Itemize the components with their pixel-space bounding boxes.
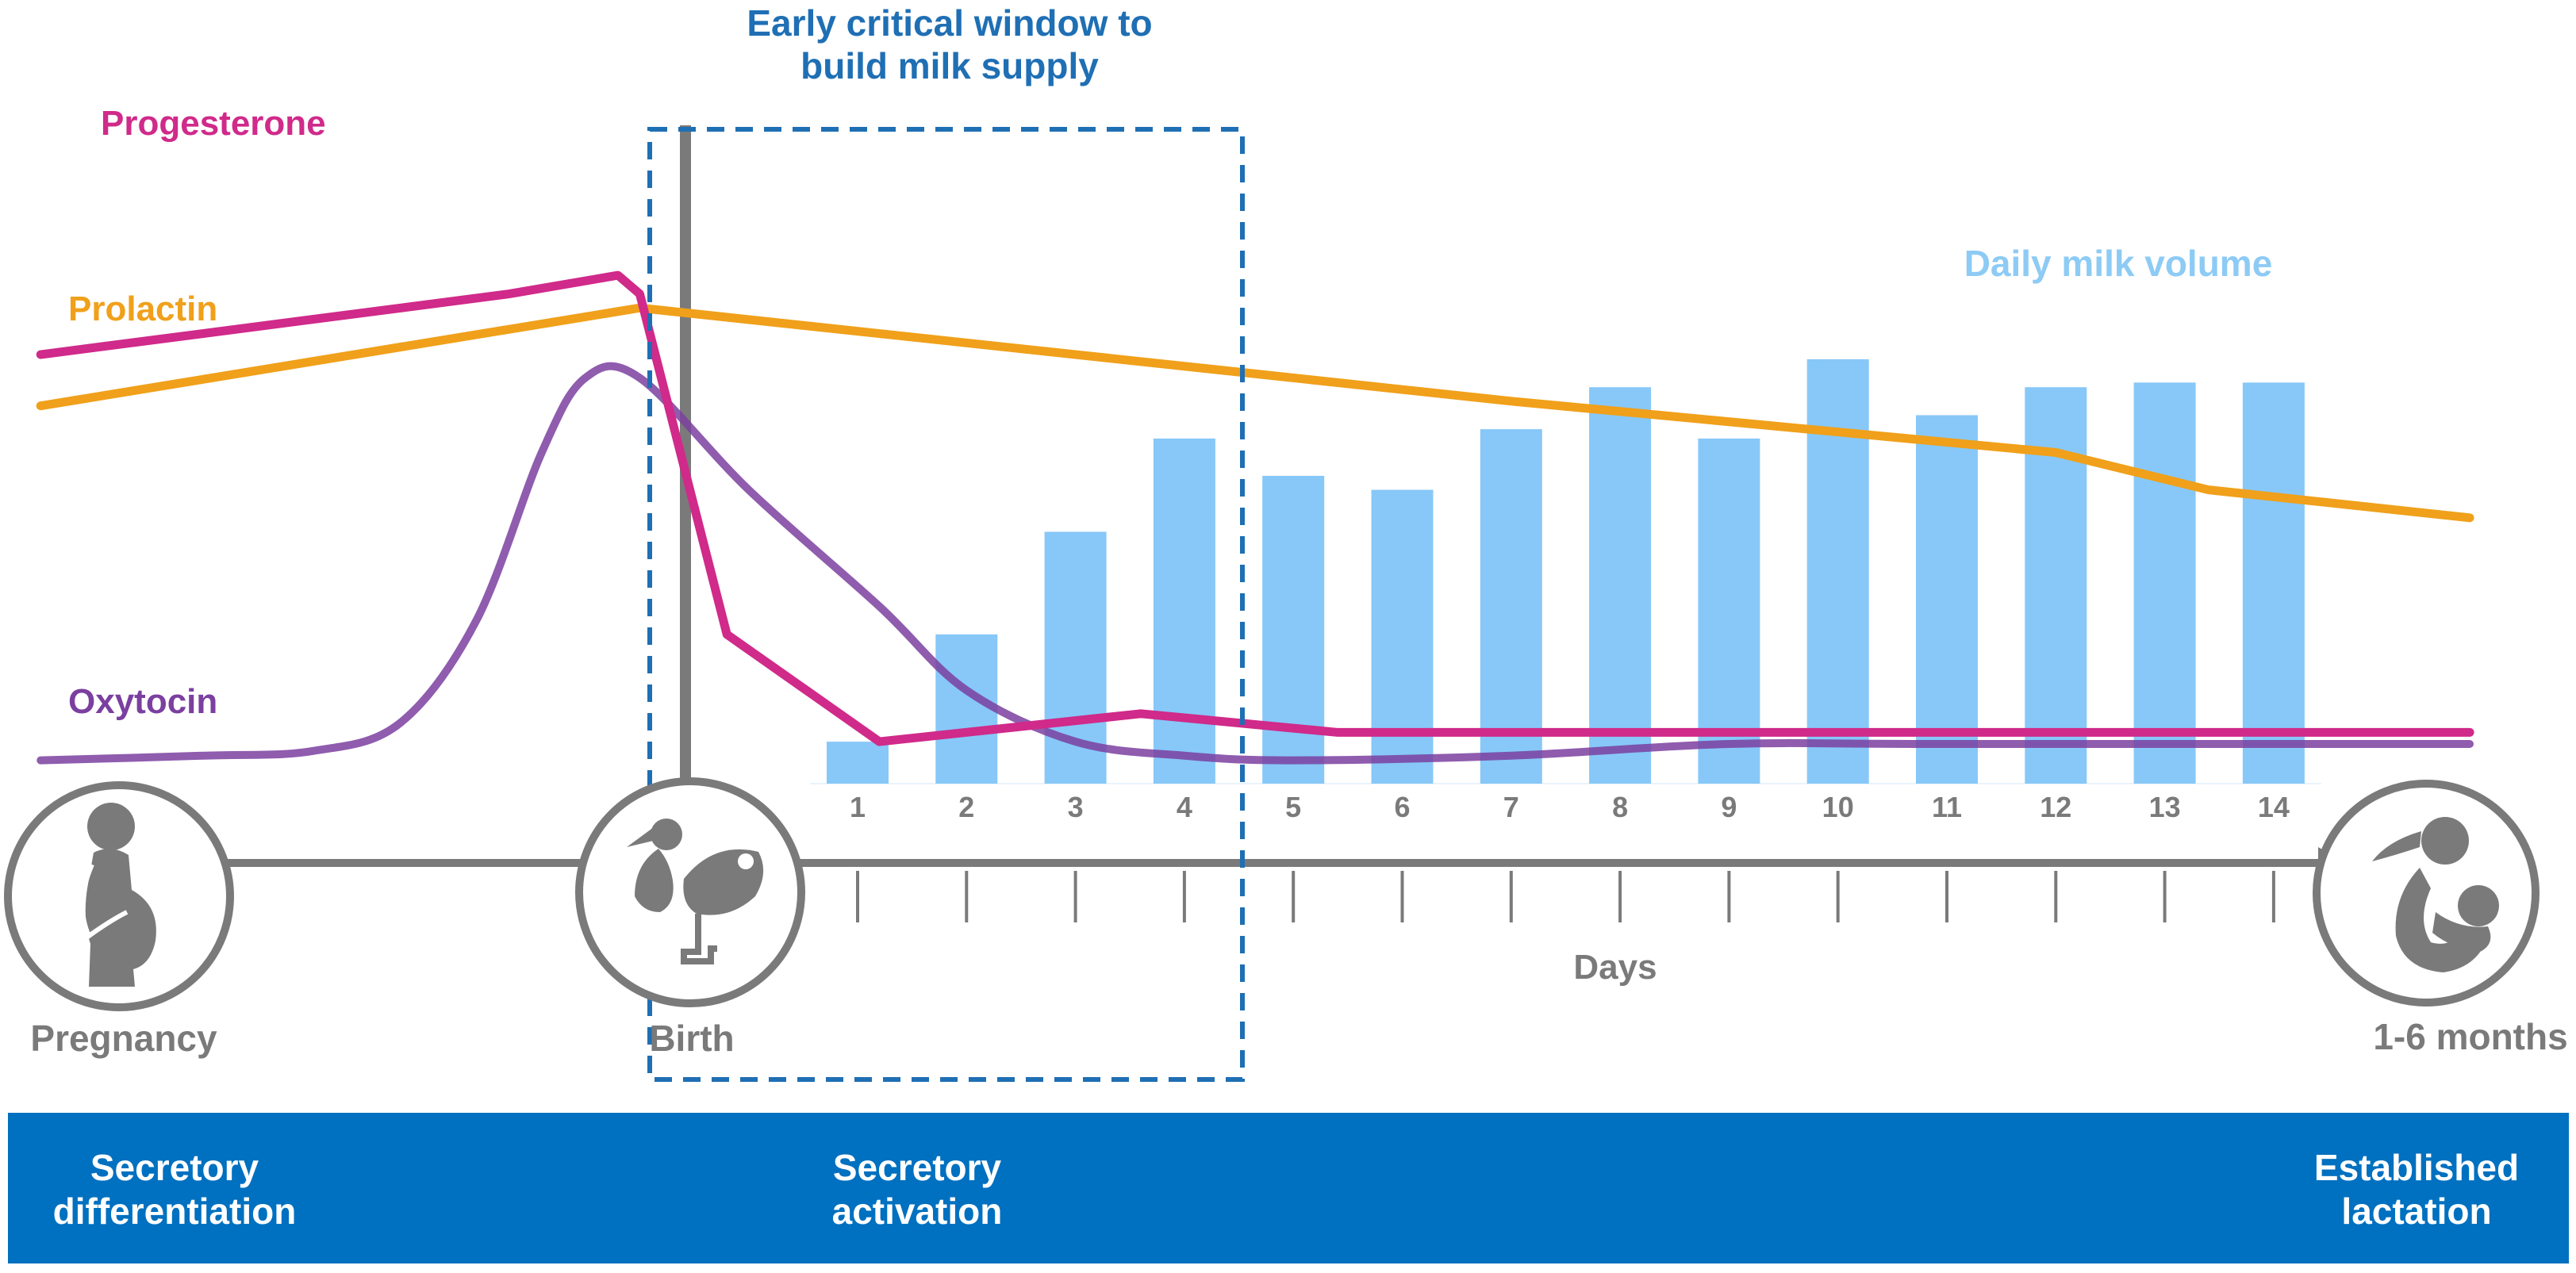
milk-bar-day-10 <box>1806 359 1869 784</box>
day-tick-label-7: 7 <box>1503 791 1519 823</box>
breastfeeding-icon <box>2372 817 2499 972</box>
pregnancy-label: Pregnancy <box>30 1018 217 1059</box>
phase-label-differentiation-line1: Secretory <box>90 1147 259 1188</box>
day-tick-label-12: 12 <box>2040 791 2071 823</box>
day-tick-label-9: 9 <box>1721 791 1737 823</box>
day-tick-label-6: 6 <box>1394 791 1410 823</box>
day-tick-label-5: 5 <box>1285 791 1301 823</box>
day-tick-label-13: 13 <box>2149 791 2181 823</box>
milk-bar-day-6 <box>1371 489 1434 784</box>
milk-bar-day-13 <box>2133 382 2196 784</box>
phase-label-activation-line1: Secretory <box>833 1147 1002 1188</box>
pregnant-woman-icon <box>80 803 156 987</box>
day-tick-label-10: 10 <box>1822 791 1854 823</box>
months-label: 1-6 months <box>2373 1016 2567 1057</box>
progesterone-label: Progesterone <box>101 104 326 143</box>
milk-volume-label: Daily milk volume <box>1964 243 2273 284</box>
day-tick-labels: 1 2 3 4 5 6 7 8 9 10 11 12 13 14 <box>850 791 2290 823</box>
day-tick-label-3: 3 <box>1068 791 1084 823</box>
milk-volume-bars <box>810 359 2321 784</box>
milk-bar-day-4 <box>1153 438 1215 784</box>
birth-label: Birth <box>649 1018 734 1059</box>
milk-bar-day-9 <box>1698 438 1760 784</box>
timeline-ticks <box>856 871 2275 922</box>
milk-bar-day-8 <box>1589 387 1652 784</box>
critical-window-title-line2: build milk supply <box>800 45 1099 86</box>
pregnancy-milestone <box>4 781 234 1011</box>
birth-milestone <box>575 777 805 1007</box>
day-tick-label-1: 1 <box>850 791 866 823</box>
day-tick-label-8: 8 <box>1612 791 1628 823</box>
phase-label-activation-line2: activation <box>832 1191 1003 1232</box>
milk-bar-day-7 <box>1480 429 1542 784</box>
milk-bar-day-2 <box>935 634 998 784</box>
milk-bar-day-14 <box>2242 382 2305 784</box>
phase-label-differentiation-line2: differentiation <box>53 1191 297 1232</box>
progesterone-line <box>36 270 2474 746</box>
x-axis-label: Days <box>1573 948 1657 987</box>
prolactin-label: Prolactin <box>68 289 217 328</box>
hormone-lines <box>36 270 2474 765</box>
oxytocin-label: Oxytocin <box>68 682 217 721</box>
phase-label-established-line1: Established <box>2314 1147 2519 1188</box>
oxytocin-line <box>36 362 2474 765</box>
milk-bar-day-5 <box>1262 475 1325 784</box>
milk-bar-day-11 <box>1916 415 1978 784</box>
phase-band <box>8 1113 2569 1263</box>
day-tick-label-4: 4 <box>1177 791 1192 823</box>
phase-label-established-line2: lactation <box>2341 1191 2491 1232</box>
prolactin-line <box>36 303 2474 523</box>
day-tick-label-2: 2 <box>958 791 974 823</box>
day-tick-label-11: 11 <box>1932 791 1962 823</box>
critical-window-box <box>647 127 1245 1082</box>
milk-bar-day-1 <box>827 742 889 784</box>
stork-icon <box>627 819 764 964</box>
day-tick-label-14: 14 <box>2258 791 2290 823</box>
critical-window-title-line1: Early critical window to <box>747 2 1152 44</box>
months-milestone <box>2313 780 2540 1007</box>
